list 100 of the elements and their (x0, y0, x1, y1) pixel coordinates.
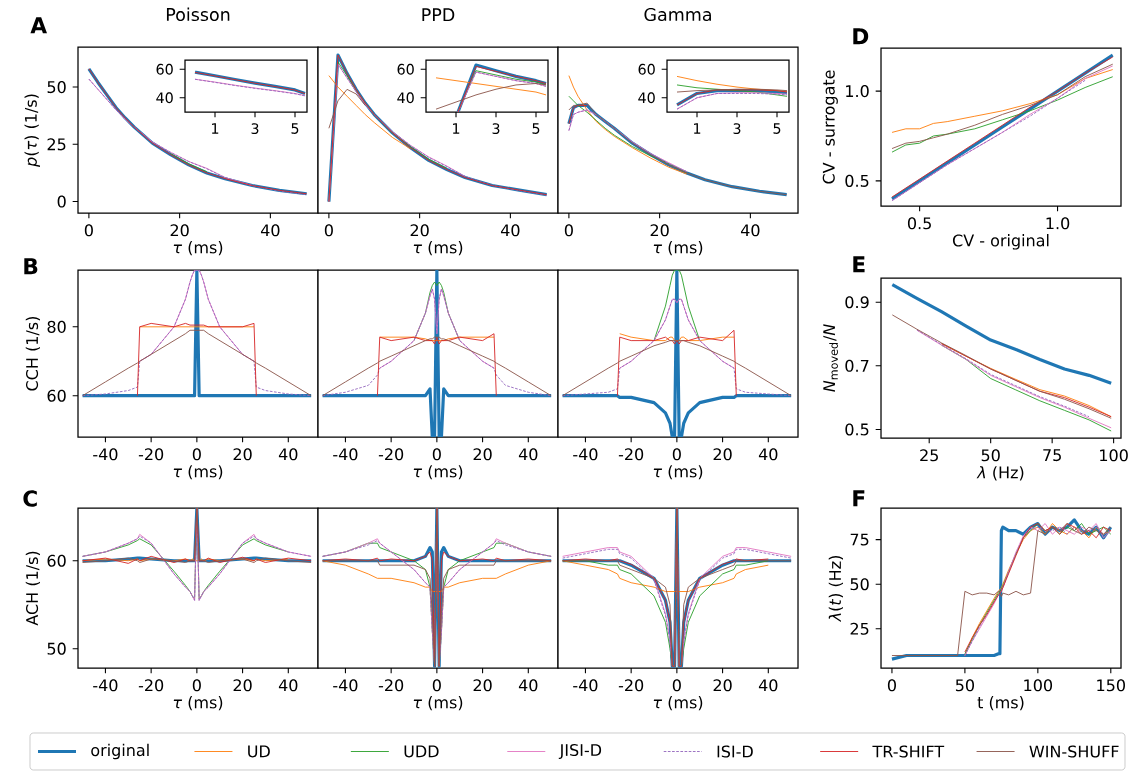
x-tick-label: 20 (233, 448, 252, 461)
y-tick-label: 60 (156, 63, 173, 75)
legend-label: WIN-SHUFF (1029, 745, 1119, 758)
x-tick-label: 20 (473, 679, 492, 692)
y-tick-label: 50 (850, 578, 869, 591)
x-tick-label: 5 (291, 123, 299, 134)
x-axis-title: λ (Hz) (976, 466, 1024, 481)
x-axis-title: τ (ms) (413, 241, 463, 256)
x-tick-label: 40 (278, 448, 298, 461)
chart-title: PPD (422, 8, 455, 22)
x-tick-label: 40 (518, 679, 538, 692)
legend-label: JISI-D (558, 743, 602, 760)
legend-label: UD (248, 745, 270, 758)
x-axis-title: τ (ms) (413, 465, 463, 480)
y-tick-label: 25 (850, 622, 869, 635)
legend-label: TR-SHIFT (872, 745, 945, 758)
y-axis-title: N$_{moved}$/N (823, 324, 838, 392)
x-tick-label: 1 (694, 123, 701, 134)
x-tick-label: 0 (564, 224, 573, 237)
x-tick-label: 100 (1100, 449, 1128, 462)
x-tick-label: 1 (453, 123, 460, 134)
chart-title: Poisson (166, 7, 230, 22)
x-tick-label: 0 (672, 448, 681, 461)
x-tick-label: -40 (573, 448, 598, 461)
y-tick-label: 80 (47, 320, 66, 333)
chart-title: Gamma (644, 7, 711, 22)
x-tick-label: 20 (650, 224, 669, 237)
x-axis-title: τ (ms) (173, 241, 223, 256)
x-tick-label: 3 (251, 123, 259, 135)
legend-label: ISI-D (717, 745, 753, 758)
x-tick-label: 20 (233, 679, 252, 692)
y-tick-label: 50 (47, 81, 66, 94)
y-axis-title: p(τ) (1/s) (24, 94, 40, 167)
x-tick-label: 20 (410, 224, 429, 237)
y-tick-label: 60 (397, 63, 414, 75)
y-tick-label: 50 (47, 642, 66, 655)
x-axis-title: t (ms) (977, 696, 1024, 711)
x-axis-title: CV - original (952, 234, 1049, 250)
x-tick-label: 40 (758, 448, 778, 461)
x-tick-label: -40 (333, 448, 358, 461)
x-tick-label: 40 (518, 448, 538, 461)
x-tick-label: 40 (278, 679, 298, 692)
y-tick-label: 0.7 (845, 359, 869, 372)
x-tick-label: -20 (618, 679, 644, 692)
x-axis-title: τ (ms) (653, 696, 703, 711)
x-tick-label: 40 (740, 224, 760, 237)
y-tick-label: 60 (47, 554, 66, 567)
y-axis-title: ACH (1/s) (25, 551, 40, 626)
x-axis-title: τ (ms) (173, 696, 223, 711)
x-tick-label: 0 (324, 224, 333, 237)
y-tick-label: 75 (850, 533, 869, 546)
x-tick-label: 3 (492, 123, 500, 135)
text: E (853, 256, 865, 273)
x-tick-label: 20 (713, 448, 732, 461)
y-tick-label: 0.9 (845, 296, 869, 309)
x-tick-label: 0 (672, 679, 681, 692)
text: A (30, 17, 48, 34)
x-tick-label: 50 (955, 679, 975, 692)
x-tick-label: 0 (887, 679, 896, 692)
text: C (23, 490, 37, 507)
y-tick-label: 60 (47, 389, 66, 402)
x-tick-label: 0 (192, 679, 201, 692)
y-axis-title: λ(t) (Hz) (828, 556, 843, 623)
x-tick-label: -40 (93, 679, 118, 692)
x-tick-label: 20 (170, 224, 189, 237)
x-tick-label: -20 (378, 448, 404, 461)
x-tick-label: -20 (138, 448, 164, 461)
x-tick-label: 0 (432, 448, 441, 461)
x-tick-label: 50 (981, 449, 1000, 462)
x-tick-label: 5 (773, 123, 781, 134)
x-tick-label: 40 (260, 224, 280, 237)
y-tick-label: 25 (47, 138, 66, 151)
y-axis-title: CV - surrogate (822, 70, 838, 184)
y-tick-label: 1.0 (846, 85, 869, 98)
text: B (24, 258, 38, 275)
x-tick-label: 40 (758, 679, 778, 692)
y-tick-label: 0.5 (845, 423, 869, 436)
x-axis-title: τ (ms) (173, 465, 223, 480)
x-tick-label: 25 (920, 449, 938, 462)
x-axis-title: τ (ms) (653, 465, 703, 480)
x-tick-label: 1 (212, 123, 219, 134)
x-tick-label: 20 (713, 679, 732, 692)
x-tick-label: -20 (138, 679, 164, 692)
x-tick-label: 100 (1024, 679, 1053, 692)
x-tick-label: 20 (473, 448, 492, 461)
x-tick-label: -20 (618, 448, 644, 461)
x-tick-label: 5 (532, 123, 540, 134)
x-tick-label: 75 (1043, 449, 1061, 462)
x-tick-label: 1.0 (1046, 217, 1070, 230)
legend-label: original (91, 743, 149, 760)
text: D (853, 28, 869, 45)
x-axis-title: τ (ms) (413, 696, 463, 711)
x-tick-label: -40 (333, 679, 358, 692)
x-tick-label: 3 (733, 123, 741, 135)
y-axis-title: CCH (1/s) (25, 316, 40, 391)
x-tick-label: -20 (378, 679, 404, 692)
y-tick-label: 60 (638, 63, 655, 75)
x-tick-label: 40 (500, 224, 520, 237)
y-tick-label: 0 (57, 195, 66, 208)
x-tick-label: 0 (192, 448, 201, 461)
